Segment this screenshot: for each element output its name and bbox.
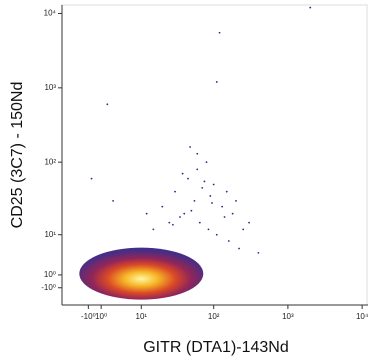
- point: [179, 216, 181, 218]
- point: [196, 152, 199, 155]
- x-tick-label: 10⁰: [95, 312, 107, 321]
- x-tick-label: -10⁰: [81, 312, 96, 321]
- point: [145, 212, 148, 215]
- point: [238, 247, 240, 250]
- point: [193, 199, 196, 202]
- point: [225, 190, 228, 193]
- point: [248, 221, 250, 224]
- point: [221, 205, 224, 208]
- point: [161, 205, 164, 208]
- point: [196, 168, 199, 171]
- point: [211, 202, 213, 204]
- y-tick-label: 10⁴: [44, 9, 57, 18]
- point: [168, 221, 171, 224]
- point: [235, 199, 237, 202]
- point: [189, 146, 191, 148]
- point: [207, 228, 210, 231]
- point: [181, 172, 184, 175]
- x-tick-label: 10³: [282, 312, 294, 321]
- x-tick-label: 10²: [208, 312, 220, 321]
- point: [209, 195, 212, 197]
- point: [201, 186, 204, 189]
- density-core: [79, 247, 204, 300]
- point: [174, 190, 176, 193]
- point: [257, 251, 260, 254]
- point: [106, 103, 109, 106]
- point: [223, 216, 226, 218]
- point: [218, 31, 221, 34]
- point: [215, 81, 218, 83]
- point: [152, 228, 155, 231]
- point: [198, 221, 201, 224]
- y-tick-label: 10³: [44, 83, 56, 92]
- y-axis-label: CD25 (3C7) - 150Nd: [9, 82, 26, 229]
- point: [242, 228, 245, 231]
- point: [90, 177, 93, 180]
- y-tick-label: 10²: [44, 157, 56, 166]
- y-tick-label: 10⁰: [44, 270, 56, 279]
- point: [183, 212, 186, 215]
- point: [190, 209, 193, 212]
- point: [212, 183, 215, 186]
- point: [215, 233, 218, 236]
- point: [203, 180, 206, 183]
- point: [205, 161, 208, 164]
- point: [187, 177, 189, 180]
- y-tick-label: -10⁰: [41, 283, 56, 292]
- point: [227, 240, 230, 242]
- point: [171, 223, 174, 226]
- x-tick-label: 10¹: [136, 312, 148, 321]
- x-axis-label: GITR (DTA1)-143Nd: [143, 339, 289, 356]
- point: [231, 212, 234, 215]
- x-tick-label: 10⁴: [356, 312, 368, 321]
- point: [112, 199, 114, 202]
- point: [309, 6, 312, 9]
- y-tick-label: 10¹: [44, 230, 56, 239]
